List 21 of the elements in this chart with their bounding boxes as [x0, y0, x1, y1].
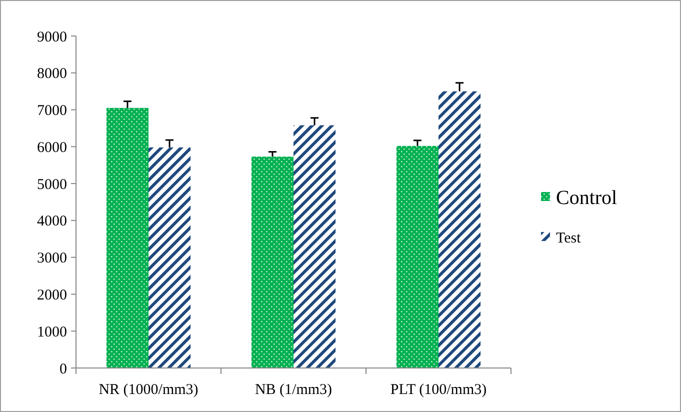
y-tick-label: 9000 [37, 29, 67, 46]
bar [396, 146, 438, 368]
y-tick-label: 5000 [37, 176, 67, 193]
bar [251, 156, 294, 368]
legend-label: Test [556, 230, 582, 246]
bar [294, 125, 336, 368]
legend-label: Control [556, 187, 618, 209]
y-tick-label: 4000 [37, 214, 67, 230]
x-tick-label: PLT (100/mm3) [390, 382, 487, 398]
bar [148, 147, 191, 368]
bar [438, 91, 481, 368]
y-tick-label: 7000 [37, 103, 67, 120]
y-tick-label: 8000 [37, 66, 67, 82]
x-tick-label: NB (1/mm3) [254, 382, 332, 398]
y-tick-label: 0 [60, 361, 67, 378]
x-tick-label: NR (1000/mm3) [98, 382, 198, 398]
y-tick-label: 6000 [37, 140, 67, 156]
y-tick-label: 2000 [37, 287, 67, 304]
y-tick-label: 3000 [37, 250, 67, 267]
bar [106, 108, 148, 368]
y-tick-label: 1000 [37, 324, 67, 340]
